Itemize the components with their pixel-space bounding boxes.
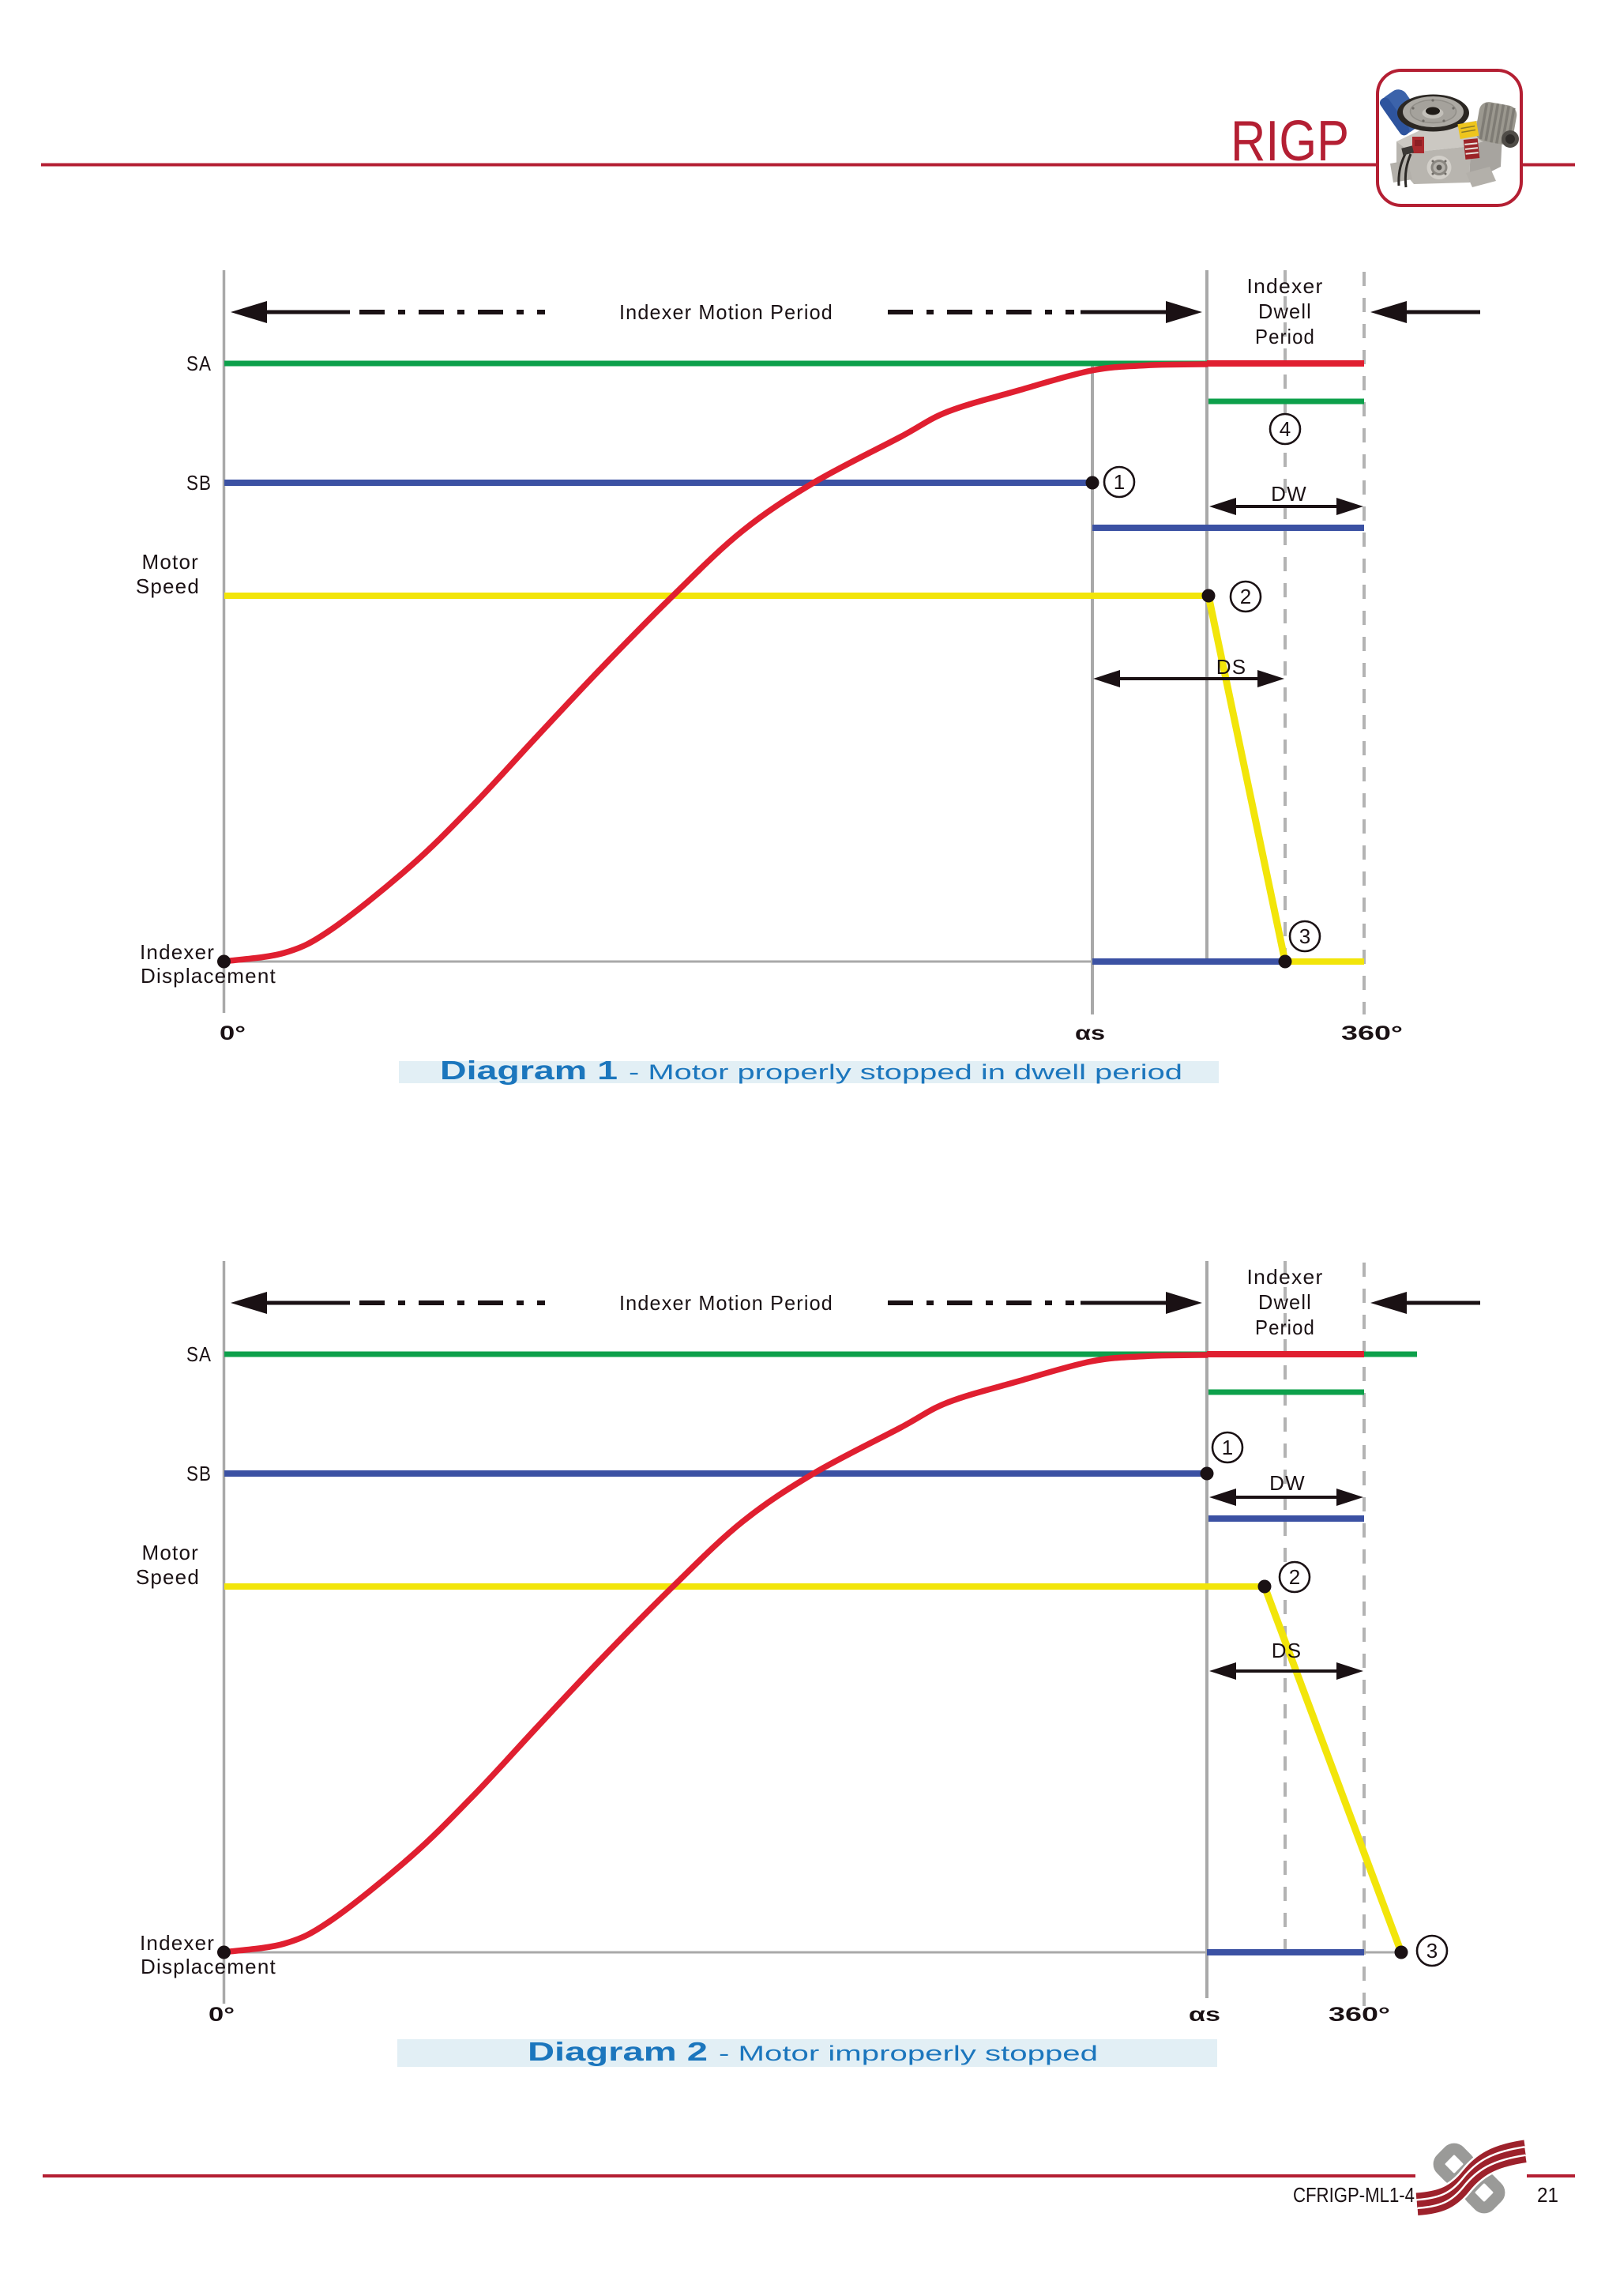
svg-text:Speed: Speed	[136, 1565, 200, 1589]
svg-text:1: 1	[1222, 1436, 1233, 1459]
svg-text:DW: DW	[1271, 482, 1307, 506]
svg-text:Indexer: Indexer	[1247, 274, 1324, 298]
svg-text:1: 1	[1114, 470, 1125, 494]
svg-text:- Motor properly stopped in dw: - Motor properly stopped in dwell period	[629, 1060, 1182, 1084]
svg-text:360°: 360°	[1341, 1022, 1403, 1044]
svg-text:αs: αs	[1189, 2004, 1220, 2026]
svg-text:360°: 360°	[1329, 2004, 1390, 2026]
svg-text:Indexer: Indexer	[1247, 1265, 1324, 1289]
svg-text:Diagram 1: Diagram 1	[440, 1056, 618, 1085]
svg-text:Indexer: Indexer	[140, 1931, 215, 1955]
svg-text:3: 3	[1426, 1939, 1438, 1963]
svg-text:CFRIGP-ML1-4: CFRIGP-ML1-4	[1293, 2183, 1415, 2207]
svg-text:RIGP: RIGP	[1231, 110, 1349, 173]
svg-text:2: 2	[1289, 1565, 1300, 1589]
svg-text:SB: SB	[186, 1462, 212, 1485]
svg-text:DS: DS	[1216, 655, 1247, 679]
svg-text:Motor: Motor	[142, 1541, 199, 1564]
svg-text:DW: DW	[1269, 1471, 1306, 1495]
svg-text:2: 2	[1240, 585, 1251, 608]
svg-text:αs: αs	[1075, 1022, 1105, 1044]
svg-text:Dwell: Dwell	[1258, 1290, 1312, 1314]
svg-text:4: 4	[1280, 417, 1291, 441]
svg-text:- Motor improperly stopped: - Motor improperly stopped	[719, 2042, 1098, 2065]
svg-text:Indexer Motion Period: Indexer Motion Period	[619, 1291, 833, 1315]
svg-text:Period: Period	[1255, 1315, 1315, 1339]
svg-text:SB: SB	[186, 471, 212, 495]
svg-text:Indexer: Indexer	[140, 940, 215, 964]
svg-text:Indexer Motion Period: Indexer Motion Period	[619, 300, 833, 324]
svg-text:Speed: Speed	[136, 574, 200, 598]
svg-text:SA: SA	[186, 1342, 212, 1366]
svg-text:21: 21	[1537, 2183, 1558, 2207]
svg-text:0°: 0°	[220, 1022, 246, 1044]
svg-text:Displacement: Displacement	[141, 964, 276, 988]
svg-text:Displacement: Displacement	[141, 1955, 276, 1978]
svg-text:3: 3	[1299, 924, 1310, 948]
svg-text:Motor: Motor	[142, 550, 199, 574]
svg-text:Period: Period	[1255, 325, 1315, 348]
svg-text:Dwell: Dwell	[1258, 299, 1312, 323]
svg-text:SA: SA	[186, 352, 212, 375]
svg-text:0°: 0°	[209, 2004, 235, 2026]
svg-text:DS: DS	[1272, 1639, 1302, 1662]
svg-text:Diagram 2: Diagram 2	[528, 2037, 708, 2066]
